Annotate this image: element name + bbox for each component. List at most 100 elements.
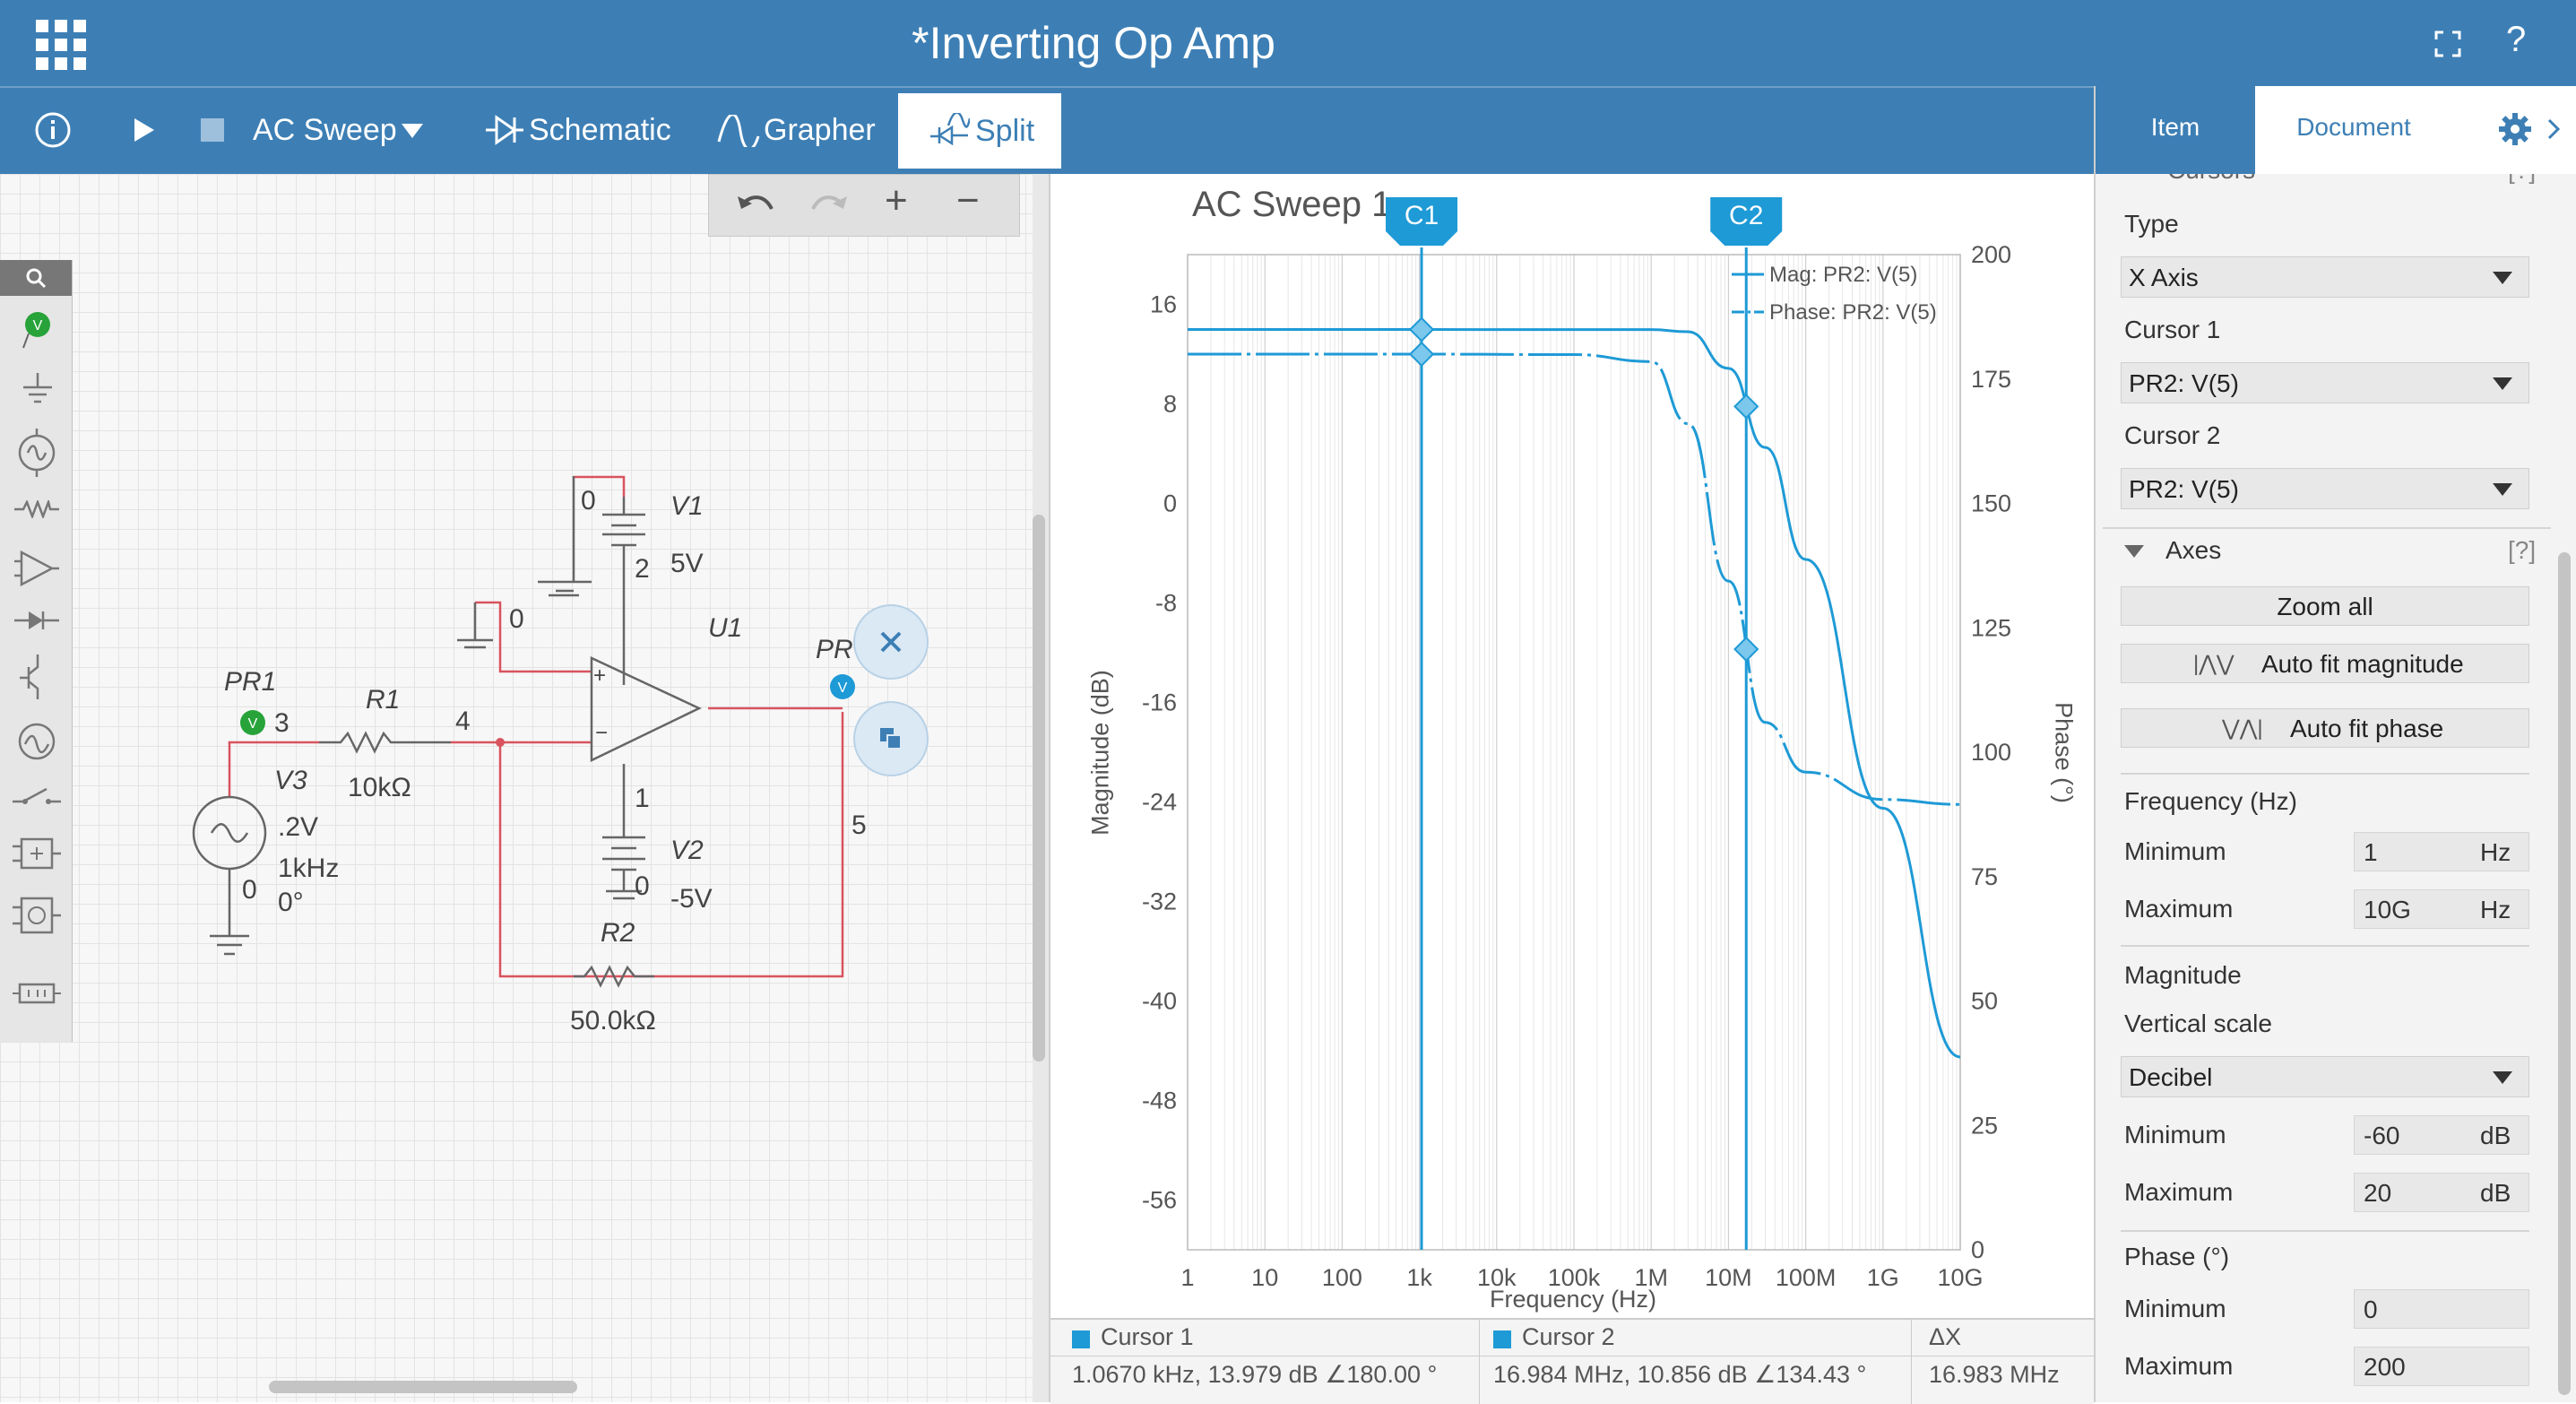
x-axis-label: Frequency (Hz) (1490, 1286, 1657, 1313)
auto-fit-magnitude-button[interactable]: |⋀⋁ Auto fit magnitude (2121, 644, 2529, 683)
tab-item[interactable]: Item (2096, 86, 2255, 174)
v1-node-top: 0 (581, 486, 596, 516)
horizontal-scrollbar[interactable] (269, 1381, 577, 1393)
mag-min-unit: dB (2480, 1122, 2511, 1149)
axes-help-link[interactable]: [?] (2508, 536, 2537, 564)
ic2-icon[interactable] (13, 893, 61, 938)
fullscreen-icon[interactable] (2434, 30, 2461, 57)
ac-sweep-chart[interactable]: C1 C2 1 10 100 1k 10k 100k 1M 10M 100M 1G 10G 16 8 0 -8… (1050, 174, 2094, 1322)
x-tick-label: 1 (1180, 1264, 1194, 1291)
cursor-handle (1710, 197, 1783, 246)
connector-icon[interactable] (13, 981, 61, 1006)
vertical-scale-value: Decibel (2129, 1063, 2213, 1091)
x-tick-label: 1M (1634, 1264, 1668, 1291)
auto-fit-magnitude-label: Auto fit magnitude (2261, 650, 2464, 678)
type-label: Type (2124, 210, 2179, 238)
switch-icon[interactable] (13, 784, 61, 809)
r2-value: 50.0kΩ (570, 1006, 656, 1036)
y-tick-label: 8 (1163, 391, 1177, 418)
cursors: C1 C2 (1386, 197, 1783, 1250)
v1-name: V1 (670, 491, 704, 521)
mag-min-input[interactable]: -60 dB (2354, 1115, 2529, 1155)
pr2-probe[interactable]: V (830, 674, 855, 699)
cursors-help-link[interactable]: [?] (2508, 174, 2536, 185)
axes-section-header[interactable]: Axes [?] (2103, 534, 2551, 579)
split-divider[interactable] (1033, 174, 1049, 1402)
tab-schematic[interactable]: Schematic (484, 88, 671, 172)
zoom-in-button[interactable]: + (885, 178, 908, 222)
copy-icon (880, 728, 902, 750)
freq-min-label: Minimum (2124, 837, 2226, 865)
r2-name: R2 (601, 918, 635, 948)
meter-icon[interactable] (16, 721, 57, 762)
type-select[interactable]: X Axis (2121, 256, 2529, 298)
ground-icon[interactable] (20, 371, 56, 407)
ac-source-icon[interactable] (16, 429, 57, 477)
vertical-scale-select[interactable]: Decibel (2121, 1056, 2529, 1097)
analysis-dropdown[interactable]: AC Sweep (253, 88, 432, 172)
cursor1-select[interactable]: PR2: V(5) (2121, 362, 2529, 403)
mag-min-label: Minimum (2124, 1121, 2226, 1148)
pr1-name: PR1 (224, 667, 277, 697)
y2-tick-label: 0 (1971, 1236, 1984, 1263)
mag-max-value: 20 (2364, 1179, 2392, 1207)
phase-fit-icon: ⋁⋀| (2222, 716, 2263, 741)
freq-max-input[interactable]: 10G Hz (2354, 889, 2529, 929)
chevron-right-icon[interactable] (2547, 118, 2560, 140)
close-icon (880, 631, 902, 653)
mag-max-input[interactable]: 20 dB (2354, 1173, 2529, 1212)
phase-max-input[interactable]: 200 (2354, 1347, 2529, 1386)
cursor2-select[interactable]: PR2: V(5) (2121, 468, 2529, 509)
redo-icon[interactable] (809, 191, 849, 218)
help-button[interactable]: ? (2506, 20, 2527, 59)
ic-icon[interactable] (13, 834, 61, 873)
vertical-scrollbar[interactable] (1033, 515, 1045, 1062)
y2-tick-label: 200 (1971, 241, 2011, 268)
cursors-section-header[interactable]: Cursors [?] (2122, 174, 2553, 186)
zoom-out-button[interactable]: − (956, 178, 980, 222)
auto-fit-phase-button[interactable]: ⋁⋀| Auto fit phase (2121, 708, 2529, 748)
cursor-marker (1733, 394, 1759, 420)
schematic-edit-toolbar: + − (708, 174, 1020, 237)
properties-panel: Item Document Cursors [?] Type X Axis Cu… (2094, 86, 2576, 1402)
apps-grid-icon[interactable] (36, 20, 86, 70)
pr1-probe[interactable]: V (240, 710, 265, 735)
tab-grapher[interactable]: Grapher (717, 88, 878, 172)
stop-icon[interactable] (201, 118, 224, 142)
freq-max-value: 10G (2364, 896, 2411, 923)
sine-wave-icon (717, 115, 760, 147)
freq-min-input[interactable]: 1 Hz (2354, 832, 2529, 871)
resistor-icon[interactable] (14, 500, 59, 518)
tab-split[interactable]: Split (898, 93, 1061, 169)
vertical-scale-label: Vertical scale (2124, 1010, 2272, 1037)
diode-icon[interactable] (14, 610, 59, 631)
magnitude-fit-icon: |⋀⋁ (2193, 652, 2235, 676)
transistor-icon[interactable] (16, 654, 57, 699)
opamp-icon[interactable] (14, 550, 59, 586)
v3-amp: .2V (278, 812, 319, 842)
y-tick-label: -48 (1142, 1088, 1177, 1114)
tab-document[interactable]: Document (2255, 86, 2452, 174)
x-tick-label: 10k (1477, 1264, 1517, 1291)
search-icon[interactable] (0, 260, 72, 296)
chevron-down-icon (2493, 1071, 2512, 1084)
cursor-readout: Cursor 1 Cursor 2 ΔX 1.0670 kHz, 13.979 … (1050, 1318, 2094, 1404)
opamp-minus: − (595, 721, 609, 745)
svg-text:V: V (248, 716, 258, 732)
duplicate-button[interactable] (853, 701, 929, 776)
panel-scrollbar[interactable] (2558, 552, 2571, 1395)
tab-document-label: Document (2296, 113, 2411, 141)
info-icon[interactable] (34, 111, 72, 149)
phase-min-input[interactable]: 0 (2354, 1289, 2529, 1329)
u1-name: U1 (708, 613, 743, 643)
auto-fit-phase-label: Auto fit phase (2290, 715, 2444, 742)
analysis-label: AC Sweep (253, 113, 397, 147)
tab-split-label: Split (975, 114, 1035, 148)
undo-icon[interactable] (736, 191, 775, 218)
delete-button[interactable] (853, 604, 929, 680)
zoom-all-button[interactable]: Zoom all (2121, 586, 2529, 626)
voltage-probe-icon[interactable]: V (20, 308, 56, 351)
gear-icon[interactable] (2497, 111, 2533, 147)
schematic-canvas[interactable]: + − V (0, 174, 1049, 1402)
play-icon[interactable] (131, 117, 158, 143)
